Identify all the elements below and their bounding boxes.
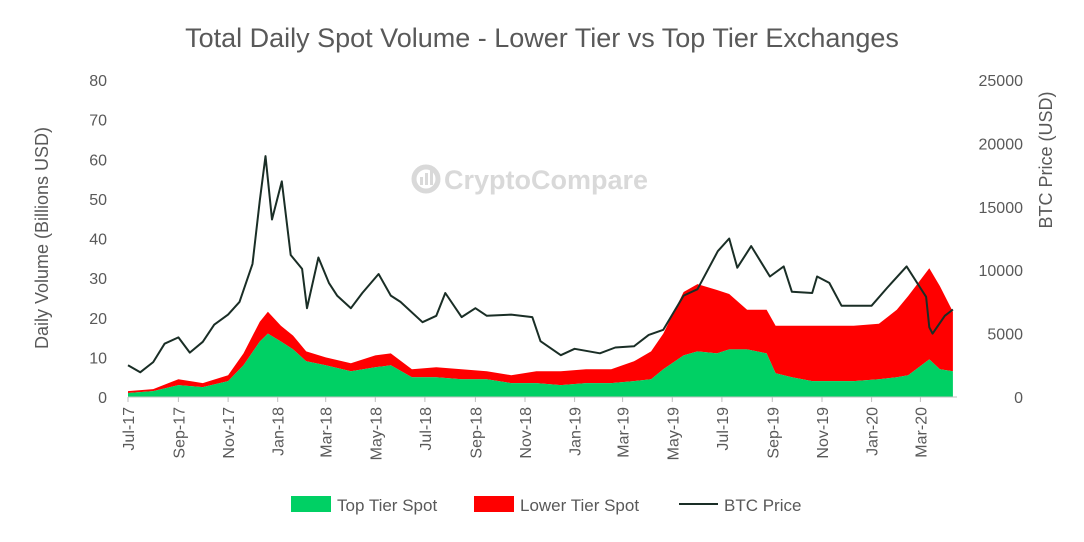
x-axis-tick-label: May-18 <box>368 407 385 460</box>
btc-price-line <box>127 155 954 374</box>
x-axis-tick-label: Jul-18 <box>418 407 435 451</box>
legend-swatch-top-tier <box>291 496 331 512</box>
watermark-text: CryptoCompare <box>444 165 648 195</box>
x-axis-tick-label: Jan-20 <box>865 407 882 456</box>
left-axis-tick-label: 10 <box>89 350 107 367</box>
x-axis-tick-label: Sep-17 <box>171 407 188 459</box>
right-axis-tick-label: 5000 <box>987 327 1023 344</box>
legend-label-top-tier: Top Tier Spot <box>337 496 437 515</box>
x-axis-tick-label: Jan-19 <box>568 407 585 456</box>
x-axis-tick-label: Mar-18 <box>319 407 336 458</box>
x-axis-tick-label: Nov-17 <box>221 407 238 459</box>
x-axis-tick-label: Jul-19 <box>715 407 732 451</box>
x-axis-tick-label: May-19 <box>665 407 682 460</box>
line-layer <box>127 155 954 374</box>
legend-swatch-lower-tier <box>474 496 514 512</box>
area-layers <box>128 268 953 397</box>
x-axis-tick-label: Jan-18 <box>271 407 288 456</box>
cryptocompare-logo-icon <box>411 164 441 194</box>
left-axis-title: Daily Volume (Billions USD) <box>32 127 52 349</box>
right-axis-ticks: 0 5000 10000 15000 20000 25000 <box>979 73 1024 407</box>
x-axis-tick-label: Mar-19 <box>616 407 633 458</box>
right-axis-tick-label: 15000 <box>979 200 1024 217</box>
x-axis-tick-label: Nov-18 <box>518 407 535 459</box>
left-axis-tick-label: 60 <box>89 152 107 169</box>
left-axis-ticks: 0 10 20 30 40 50 60 70 80 <box>89 73 107 407</box>
chart-title: Total Daily Spot Volume - Lower Tier vs … <box>185 23 899 53</box>
legend: Top Tier Spot Lower Tier Spot BTC Price <box>291 496 801 515</box>
legend-label-btc-price: BTC Price <box>724 496 801 515</box>
left-axis-tick-label: 70 <box>89 113 107 130</box>
x-axis-tick-label: Jul-17 <box>121 407 138 451</box>
x-axis-tick-label: Nov-19 <box>815 407 832 459</box>
x-axis-tick-label: Sep-18 <box>468 407 485 459</box>
right-axis-tick-label: 10000 <box>979 263 1024 280</box>
x-axis-ticks: Jul-17 Sep-17 Nov-17 Jan-18 Mar-18 May-18 Jul-… <box>121 397 930 460</box>
left-axis-tick-label: 40 <box>89 232 107 249</box>
legend-label-lower-tier: Lower Tier Spot <box>520 496 639 515</box>
left-axis-tick-label: 80 <box>89 73 107 90</box>
left-axis-tick-label: 20 <box>89 311 107 328</box>
right-axis-title: BTC Price (USD) <box>1036 91 1056 228</box>
top-tier-spot-area <box>128 333 953 397</box>
left-axis-tick-label: 50 <box>89 192 107 209</box>
watermark: CryptoCompare <box>411 164 648 195</box>
right-axis-tick-label: 20000 <box>979 136 1024 153</box>
lower-tier-spot-area <box>128 268 953 393</box>
x-axis-tick-label: Mar-20 <box>913 407 930 458</box>
left-axis-tick-label: 30 <box>89 271 107 288</box>
x-axis-tick-label: Sep-19 <box>765 407 782 459</box>
right-axis-tick-label: 0 <box>1014 390 1023 407</box>
right-axis-tick-label: 25000 <box>979 73 1024 90</box>
left-axis-tick-label: 0 <box>98 390 107 407</box>
